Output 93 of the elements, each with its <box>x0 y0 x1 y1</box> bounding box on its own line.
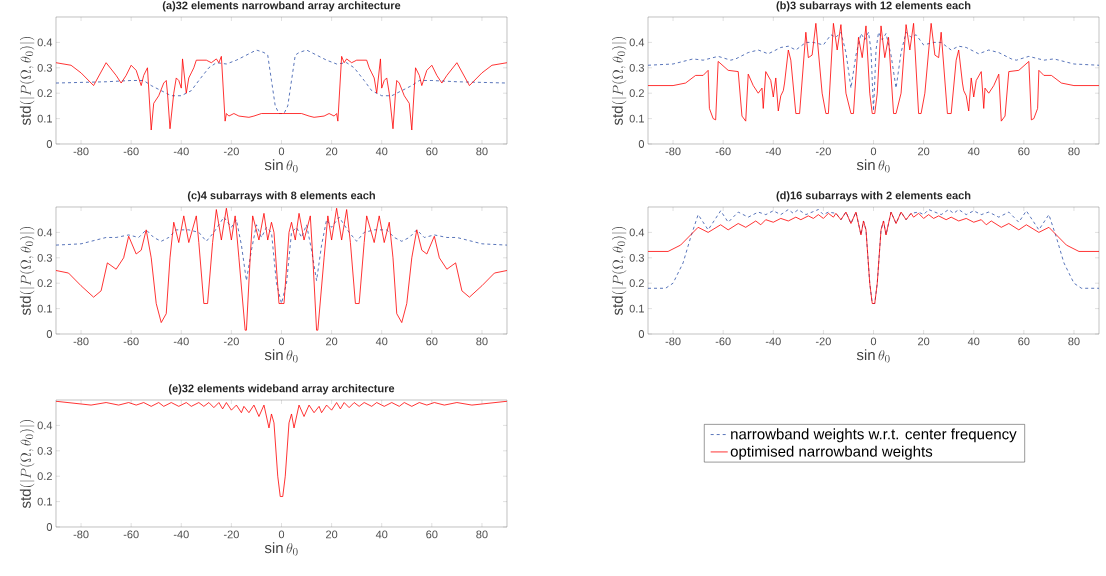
x-tick-label: -20 <box>815 147 831 156</box>
x-tick-label: 60 <box>426 147 438 156</box>
x-tick-label: -80 <box>665 147 681 156</box>
y-tick-label: 0.4 <box>37 421 53 430</box>
chart-title: (c)4 subarrays with 8 elements each <box>187 191 375 202</box>
x-tick-label: 40 <box>375 147 388 156</box>
x-tick-label: 80 <box>1068 337 1080 346</box>
x-tick-label: -20 <box>815 337 831 346</box>
y-axis-title: $\mathrm{std}(|P(\Omega,\theta_0)|)$ <box>611 226 627 316</box>
x-tick-label: -40 <box>173 147 189 156</box>
x-axis-title: $\sin\theta_0$ <box>856 159 890 173</box>
x-tick-label: 0 <box>870 147 877 156</box>
line-series <box>56 400 507 497</box>
y-tick-label: 0.1 <box>629 114 644 123</box>
y-tick-label: 0 <box>46 140 53 148</box>
line-series <box>648 22 1099 122</box>
x-tick-label: -40 <box>173 337 189 346</box>
x-axis-title: $\sin\theta_0$ <box>856 349 890 363</box>
x-tick-label: -40 <box>173 530 189 539</box>
legend-label: optimised narrowband weights <box>730 445 933 460</box>
x-tick-label: -80 <box>665 337 681 346</box>
x-tick-label: -40 <box>765 337 781 346</box>
y-tick-label: 0.3 <box>629 253 644 262</box>
y-tick-label: 0.2 <box>37 89 52 98</box>
x-tick-label: 80 <box>476 530 488 539</box>
y-tick-label: 0.1 <box>37 114 52 123</box>
x-tick-label: -20 <box>223 147 239 156</box>
y-axis-title: $\mathrm{std}(|P(\Omega,\theta_0)|)$ <box>19 36 35 126</box>
x-tick-label: 20 <box>326 147 338 156</box>
y-tick-label: 0 <box>638 140 645 148</box>
y-tick-label: 0.3 <box>37 446 52 455</box>
x-tick-label: 60 <box>1018 147 1030 156</box>
chart-title: (a)32 elements narrowband array architecture <box>162 1 401 12</box>
y-tick-label: 0 <box>46 330 53 338</box>
x-tick-label: 20 <box>918 337 930 346</box>
x-tick-label: -60 <box>123 530 139 539</box>
line-series <box>56 55 507 131</box>
line-series <box>648 31 1099 112</box>
x-tick-label: -80 <box>73 530 89 539</box>
y-tick-label: 0.1 <box>629 304 644 313</box>
line-series <box>56 216 507 304</box>
chart-title: (d)16 subarrays with 2 elements each <box>776 191 971 202</box>
y-tick-label: 0.1 <box>37 304 52 313</box>
x-tick-label: 60 <box>1018 337 1030 346</box>
x-tick-label: 20 <box>326 337 338 346</box>
y-tick-label: 0.3 <box>37 63 52 72</box>
legend-label: narrowband weights w.r.t. center frequency <box>731 428 1017 443</box>
y-tick-label: 0.1 <box>37 497 52 506</box>
x-tick-label: 0 <box>870 337 877 346</box>
x-axis-title: $\sin\theta_0$ <box>264 542 298 556</box>
y-tick-label: 0.4 <box>629 228 645 237</box>
x-tick-label: -40 <box>765 147 781 156</box>
y-tick-label: 0.4 <box>629 38 645 47</box>
y-axis-title: $\mathrm{std}(|P(\Omega,\theta_0)|)$ <box>611 36 627 126</box>
y-tick-label: 0.4 <box>37 228 53 237</box>
x-tick-label: 80 <box>1068 147 1080 156</box>
x-tick-label: 20 <box>326 530 338 539</box>
x-tick-label: -20 <box>223 337 239 346</box>
x-tick-label: 60 <box>426 530 438 539</box>
x-tick-label: 40 <box>967 337 980 346</box>
x-tick-label: -80 <box>73 337 89 346</box>
y-tick-label: 0.2 <box>37 279 52 288</box>
y-tick-label: 0.3 <box>629 63 644 72</box>
chart-title: (e)32 elements wideband array architecture <box>168 384 395 395</box>
x-tick-label: 80 <box>476 337 488 346</box>
x-tick-label: 20 <box>918 147 930 156</box>
y-tick-label: 0 <box>46 523 53 531</box>
y-tick-label: 0 <box>638 330 645 338</box>
chart-title: (b)3 subarrays with 12 elements each <box>776 1 971 12</box>
x-tick-label: -60 <box>123 337 139 346</box>
x-tick-label: 40 <box>375 337 388 346</box>
x-tick-label: 0 <box>278 147 285 156</box>
x-tick-label: 0 <box>278 337 285 346</box>
y-axis-title: $\mathrm{std}(|P(\Omega,\theta_0)|)$ <box>19 226 35 316</box>
line-series <box>56 207 507 331</box>
y-tick-label: 0.2 <box>629 279 644 288</box>
x-tick-label: -20 <box>223 530 239 539</box>
x-tick-label: -80 <box>73 147 89 156</box>
y-axis-title: $\mathrm{std}(|P(\Omega,\theta_0)|)$ <box>19 419 35 509</box>
x-tick-label: 0 <box>278 530 285 539</box>
x-tick-label: -60 <box>715 147 731 156</box>
y-tick-label: 0.2 <box>37 472 52 481</box>
x-tick-label: -60 <box>123 147 139 156</box>
x-axis-title: $\sin\theta_0$ <box>264 159 298 173</box>
y-tick-label: 0.3 <box>37 253 52 262</box>
y-tick-label: 0.4 <box>37 38 53 47</box>
x-tick-label: 80 <box>476 147 488 156</box>
x-tick-label: 60 <box>426 337 438 346</box>
y-tick-label: 0.2 <box>629 89 644 98</box>
x-tick-label: -60 <box>715 337 731 346</box>
x-tick-label: 40 <box>967 147 980 156</box>
x-axis-title: $\sin\theta_0$ <box>264 349 298 363</box>
x-tick-label: 40 <box>375 530 388 539</box>
